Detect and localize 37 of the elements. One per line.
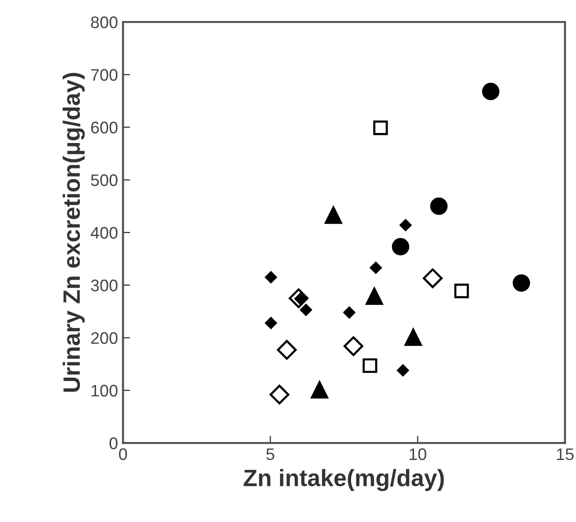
x-tick-label: 5 (266, 448, 274, 460)
point (512, 274, 530, 292)
y-tick-label: 400 (90, 226, 118, 239)
y-tick-label: 0 (110, 437, 118, 450)
point (310, 381, 328, 399)
y-tick-label: 100 (92, 384, 118, 397)
x-tick-label: 15 (557, 448, 574, 460)
point (482, 82, 500, 100)
point (422, 268, 443, 288)
point (343, 306, 356, 318)
point (430, 198, 448, 215)
x-axis-title: Zn intake(mg/day) (244, 468, 444, 492)
point (264, 271, 277, 284)
x-tick-label: 0 (119, 448, 127, 460)
point (370, 262, 382, 274)
y-tick-label: 300 (90, 280, 118, 292)
point (396, 364, 409, 376)
point (373, 120, 388, 136)
point (264, 317, 277, 329)
point (344, 336, 364, 356)
point (392, 238, 410, 256)
point (300, 304, 312, 316)
point (454, 284, 469, 298)
y-axis-title: Urinary Zn excretion(μg/day) (62, 72, 85, 392)
point (366, 287, 384, 305)
y-tick-label: 500 (91, 174, 118, 186)
y-tick-label: 200 (91, 332, 118, 344)
y-tick-label: 700 (91, 69, 118, 81)
y-tick-label: 800 (91, 16, 118, 28)
point (324, 206, 342, 224)
point (270, 384, 290, 404)
point (404, 328, 422, 346)
y-tick-label: 600 (91, 122, 118, 134)
point (400, 219, 412, 232)
point (276, 340, 297, 360)
x-tick-label: 10 (410, 448, 426, 460)
point (362, 358, 378, 373)
